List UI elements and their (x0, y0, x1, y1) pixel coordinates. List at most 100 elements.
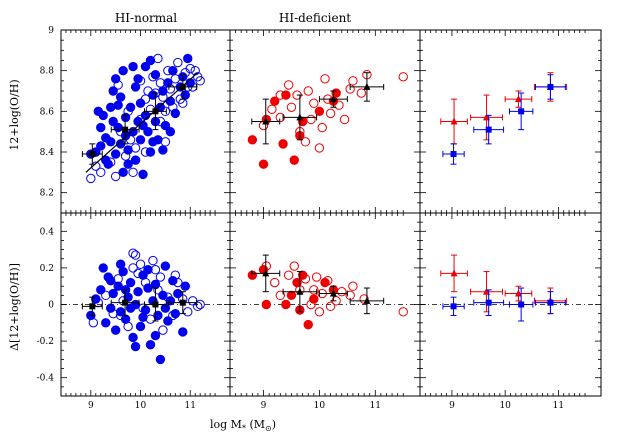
normal-filled-point (150, 70, 161, 80)
normal-fit-line (85, 72, 199, 173)
normal-filled-point (108, 86, 118, 96)
normal-delta-open-point (192, 301, 203, 312)
compare-deficient-delta-bin-marker (450, 269, 458, 277)
normal-delta-filled-point (110, 325, 121, 335)
deficient-delta-open-point (398, 307, 408, 317)
deficient-filled-point (278, 139, 288, 149)
deficient-delta-filled-point (286, 290, 297, 301)
normal-delta-filled-point (98, 263, 108, 273)
x-axis-label: log M* (M⊙) (210, 418, 276, 433)
normal-filled-point (108, 116, 118, 127)
normal-filled-point (168, 65, 178, 76)
y-tick-label-top: 8.4 (40, 148, 55, 158)
normal-delta-bin-marker (179, 299, 186, 306)
deficient-delta-filled-point (247, 270, 258, 280)
normal-open-point (195, 76, 205, 86)
normal-filled-point (163, 78, 173, 88)
normal-delta-filled-point (130, 341, 141, 352)
deficient-delta-open-point (337, 286, 347, 297)
compare-normal-bin-marker (547, 83, 554, 90)
deficient-delta-open-point (289, 261, 299, 271)
normal-delta-filled-point (108, 288, 118, 299)
deficient-open-point (300, 137, 311, 147)
y-tick-label-bottom: -0.2 (37, 337, 54, 347)
normal-filled-point (165, 96, 176, 106)
normal-delta-bin-marker (152, 301, 159, 308)
normal-filled-point (118, 65, 128, 76)
deficient-delta-filled-point (261, 299, 272, 310)
normal-filled-point (140, 110, 151, 121)
normal-delta-open-point (155, 272, 166, 282)
y-tick-label-top: 8.6 (40, 107, 55, 117)
normal-filled-point (93, 106, 103, 117)
deficient-open-point (286, 102, 297, 112)
normal-open-point (96, 167, 106, 178)
compare-deficient-delta-bin-marker (514, 289, 522, 297)
deficient-filled-point (247, 135, 258, 145)
deficient-open-point (317, 122, 327, 133)
compare-normal-delta-bin-marker (547, 299, 554, 306)
normal-filled-point (138, 169, 148, 180)
x-tick-label: 11 (185, 401, 196, 411)
normal-open-point (86, 173, 96, 184)
normal-filled-point (145, 147, 156, 157)
normal-delta-filled-point (91, 294, 101, 304)
compare-deficient-bin-marker (514, 95, 522, 103)
y-tick-label-top: 8.2 (40, 189, 54, 199)
normal-delta-open-point (128, 248, 138, 258)
normal-filled-point (140, 61, 151, 72)
normal-delta-open-point (183, 307, 193, 317)
compare-deficient-bin-marker (450, 117, 458, 125)
normal-filled-point (158, 145, 168, 155)
normal-open-point (173, 57, 183, 68)
normal-filled-point (125, 102, 136, 112)
normal-delta-filled-point (113, 281, 123, 291)
deficient-filled-point (289, 155, 299, 165)
deficient-open-point (309, 98, 319, 108)
deficient-delta-open-point (283, 270, 294, 280)
column-title-hi-normal: HI-normal (115, 11, 177, 25)
normal-bin-marker (89, 151, 96, 158)
deficient-delta-open-point (325, 301, 336, 312)
normal-open-point (110, 171, 121, 182)
compare-normal-bin-marker (518, 108, 525, 115)
panels: 9 10 11 9 10 11 9 10 11 8.2 8.4 8.6 8.8 9 -0.4 -0.2 0 0.2… (37, 26, 602, 411)
deficient-delta-open-point (348, 281, 358, 291)
normal-bin-marker (122, 126, 129, 133)
deficient-delta-filled-point (320, 277, 330, 288)
normal-delta-filled-point (101, 318, 111, 328)
x-tick-label: 10 (135, 401, 147, 411)
normal-filled-point (110, 74, 121, 84)
y-tick-label-top: 8.8 (40, 67, 55, 77)
deficient-delta-bin-marker (363, 296, 371, 304)
y-tick-label-bottom: 0.4 (40, 227, 55, 237)
normal-delta-filled-point (168, 276, 178, 286)
deficient-open-point (356, 88, 367, 98)
normal-filled-point (135, 98, 146, 108)
normal-delta-filled-point (138, 312, 148, 323)
normal-filled-point (113, 100, 123, 110)
normal-delta-bin-marker (89, 303, 96, 310)
normal-delta-filled-point (120, 314, 131, 324)
normal-delta-filled-point (170, 308, 181, 319)
normal-delta-filled-point (143, 265, 153, 275)
normal-delta-open-point (128, 263, 138, 273)
deficient-open-point (320, 74, 330, 84)
normal-delta-open-point (148, 255, 158, 266)
deficient-filled-point (314, 106, 325, 117)
normal-delta-filled-point (150, 279, 161, 290)
deficient-bin-marker (329, 95, 337, 103)
normal-delta-filled-point (173, 288, 183, 299)
x-tick-label: 9 (88, 401, 94, 411)
x-axis-label-unit-open: (M (246, 418, 265, 431)
deficient-filled-point (281, 90, 291, 100)
normal-filled-point (158, 86, 168, 96)
deficient-delta-filled-point (281, 299, 291, 310)
x-tick-label: 9 (449, 401, 455, 411)
x-axis-label-unit-close: ) (272, 418, 276, 431)
deficient-delta-open-point (275, 290, 285, 301)
normal-delta-filled-point (96, 285, 106, 295)
x-tick-label: 9 (261, 401, 267, 411)
normal-filled-point (133, 74, 143, 84)
normal-delta-filled-point (125, 277, 136, 288)
